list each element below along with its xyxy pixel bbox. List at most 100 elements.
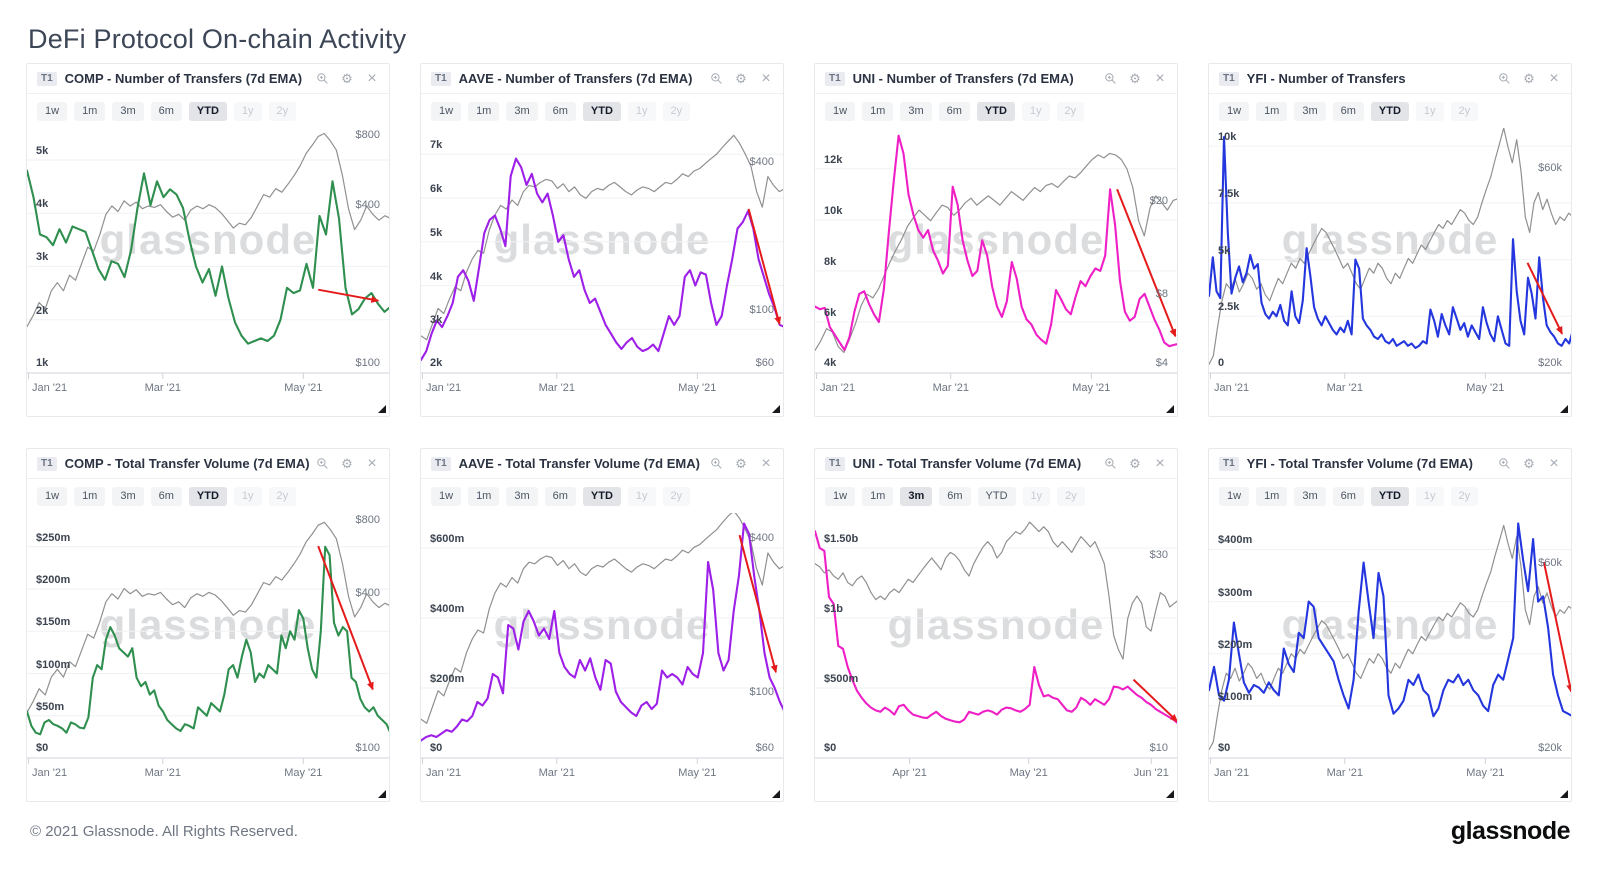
- range-button-2y[interactable]: 2y: [268, 102, 297, 121]
- range-button-1m[interactable]: 1m: [1256, 487, 1288, 506]
- chart-canvas[interactable]: [815, 128, 1178, 381]
- range-button-1w[interactable]: 1w: [37, 102, 68, 121]
- resize-handle[interactable]: [378, 790, 386, 798]
- range-button-1m[interactable]: 1m: [862, 102, 894, 121]
- range-button-3m[interactable]: 3m: [900, 487, 933, 506]
- range-button-1w[interactable]: 1w: [431, 102, 462, 121]
- chart-canvas[interactable]: [27, 513, 390, 766]
- gear-icon[interactable]: ⚙: [341, 71, 353, 86]
- range-button-1y[interactable]: 1y: [233, 102, 262, 121]
- chart-title: UNI - Number of Transfers (7d EMA): [852, 71, 1074, 86]
- gear-icon[interactable]: ⚙: [735, 456, 747, 471]
- charts-grid: T1 COMP - Number of Transfers (7d EMA) ⚙ × 1…: [0, 63, 1600, 802]
- resize-handle[interactable]: [1560, 405, 1568, 413]
- zoom-in-icon[interactable]: [1103, 72, 1117, 86]
- range-button-3m[interactable]: 3m: [506, 102, 538, 121]
- range-button-2y[interactable]: 2y: [268, 487, 297, 506]
- zoom-in-icon[interactable]: [1103, 457, 1117, 471]
- close-icon[interactable]: ×: [367, 69, 377, 87]
- close-icon[interactable]: ×: [1155, 69, 1165, 87]
- range-button-1y[interactable]: 1y: [1022, 487, 1051, 506]
- gear-icon[interactable]: ⚙: [1523, 456, 1535, 471]
- left-axis-label: $100m: [36, 658, 71, 671]
- resize-handle[interactable]: [1166, 790, 1174, 798]
- close-icon[interactable]: ×: [367, 454, 377, 472]
- chart-canvas[interactable]: [421, 513, 784, 766]
- range-button-ytd[interactable]: YTD: [582, 102, 621, 121]
- chart-canvas[interactable]: [1209, 513, 1572, 766]
- range-button-1y[interactable]: 1y: [627, 102, 656, 121]
- chart-canvas[interactable]: [27, 128, 390, 381]
- range-button-ytd[interactable]: YTD: [582, 487, 621, 506]
- chart-canvas[interactable]: [815, 513, 1178, 766]
- range-button-ytd[interactable]: YTD: [1370, 487, 1409, 506]
- zoom-in-icon[interactable]: [1497, 72, 1511, 86]
- range-button-6m[interactable]: 6m: [938, 102, 970, 121]
- range-button-1m[interactable]: 1m: [862, 487, 894, 506]
- range-button-2y[interactable]: 2y: [1450, 102, 1479, 121]
- range-button-ytd[interactable]: YTD: [1370, 102, 1409, 121]
- resize-handle[interactable]: [1560, 790, 1568, 798]
- range-button-1w[interactable]: 1w: [431, 487, 462, 506]
- range-button-6m[interactable]: 6m: [544, 487, 576, 506]
- range-button-1m[interactable]: 1m: [468, 487, 500, 506]
- range-button-1y[interactable]: 1y: [1021, 102, 1050, 121]
- range-button-1w[interactable]: 1w: [825, 487, 856, 506]
- range-button-2y[interactable]: 2y: [662, 102, 691, 121]
- range-button-3m[interactable]: 3m: [112, 487, 144, 506]
- range-button-1w[interactable]: 1w: [825, 102, 856, 121]
- range-button-1m[interactable]: 1m: [74, 102, 106, 121]
- close-icon[interactable]: ×: [1549, 454, 1559, 472]
- range-button-1y[interactable]: 1y: [627, 487, 656, 506]
- range-button-3m[interactable]: 3m: [1294, 487, 1326, 506]
- zoom-in-icon[interactable]: [709, 72, 723, 86]
- range-button-6m[interactable]: 6m: [150, 102, 182, 121]
- gear-icon[interactable]: ⚙: [1523, 71, 1535, 86]
- range-button-ytd[interactable]: YTD: [188, 102, 227, 121]
- range-button-3m[interactable]: 3m: [1294, 102, 1326, 121]
- resize-handle[interactable]: [378, 405, 386, 413]
- close-icon[interactable]: ×: [1155, 454, 1165, 472]
- gear-icon[interactable]: ⚙: [735, 71, 747, 86]
- range-button-3m[interactable]: 3m: [506, 487, 538, 506]
- range-button-2y[interactable]: 2y: [1450, 487, 1479, 506]
- range-button-2y[interactable]: 2y: [662, 487, 691, 506]
- range-button-1y[interactable]: 1y: [1415, 487, 1444, 506]
- zoom-in-icon[interactable]: [1497, 457, 1511, 471]
- zoom-in-icon[interactable]: [709, 457, 723, 471]
- range-button-1m[interactable]: 1m: [74, 487, 106, 506]
- close-icon[interactable]: ×: [1549, 69, 1559, 87]
- chart-canvas[interactable]: [1209, 128, 1572, 381]
- range-button-1m[interactable]: 1m: [468, 102, 500, 121]
- range-button-ytd[interactable]: YTD: [188, 487, 227, 506]
- chart-canvas[interactable]: [421, 128, 784, 381]
- zoom-in-icon[interactable]: [315, 457, 329, 471]
- close-icon[interactable]: ×: [761, 454, 771, 472]
- range-button-1w[interactable]: 1w: [37, 487, 68, 506]
- range-button-3m[interactable]: 3m: [112, 102, 144, 121]
- range-button-1w[interactable]: 1w: [1219, 102, 1250, 121]
- range-button-6m[interactable]: 6m: [544, 102, 576, 121]
- range-button-6m[interactable]: 6m: [1332, 102, 1364, 121]
- gear-icon[interactable]: ⚙: [1129, 456, 1141, 471]
- range-button-ytd[interactable]: YTD: [976, 102, 1015, 121]
- chart-header-icons: ⚙ ×: [1103, 454, 1167, 472]
- resize-handle[interactable]: [772, 405, 780, 413]
- range-button-ytd[interactable]: YTD: [977, 487, 1016, 506]
- range-button-6m[interactable]: 6m: [1332, 487, 1364, 506]
- range-button-1y[interactable]: 1y: [1415, 102, 1444, 121]
- range-button-1m[interactable]: 1m: [1256, 102, 1288, 121]
- range-button-2y[interactable]: 2y: [1056, 102, 1085, 121]
- resize-handle[interactable]: [1166, 405, 1174, 413]
- gear-icon[interactable]: ⚙: [1129, 71, 1141, 86]
- close-icon[interactable]: ×: [761, 69, 771, 87]
- range-button-6m[interactable]: 6m: [150, 487, 182, 506]
- range-button-2y[interactable]: 2y: [1057, 487, 1085, 506]
- range-button-6m[interactable]: 6m: [939, 487, 971, 506]
- zoom-in-icon[interactable]: [315, 72, 329, 86]
- range-button-1y[interactable]: 1y: [233, 487, 262, 506]
- resize-handle[interactable]: [772, 790, 780, 798]
- gear-icon[interactable]: ⚙: [341, 456, 353, 471]
- range-button-1w[interactable]: 1w: [1219, 487, 1250, 506]
- range-button-3m[interactable]: 3m: [900, 102, 932, 121]
